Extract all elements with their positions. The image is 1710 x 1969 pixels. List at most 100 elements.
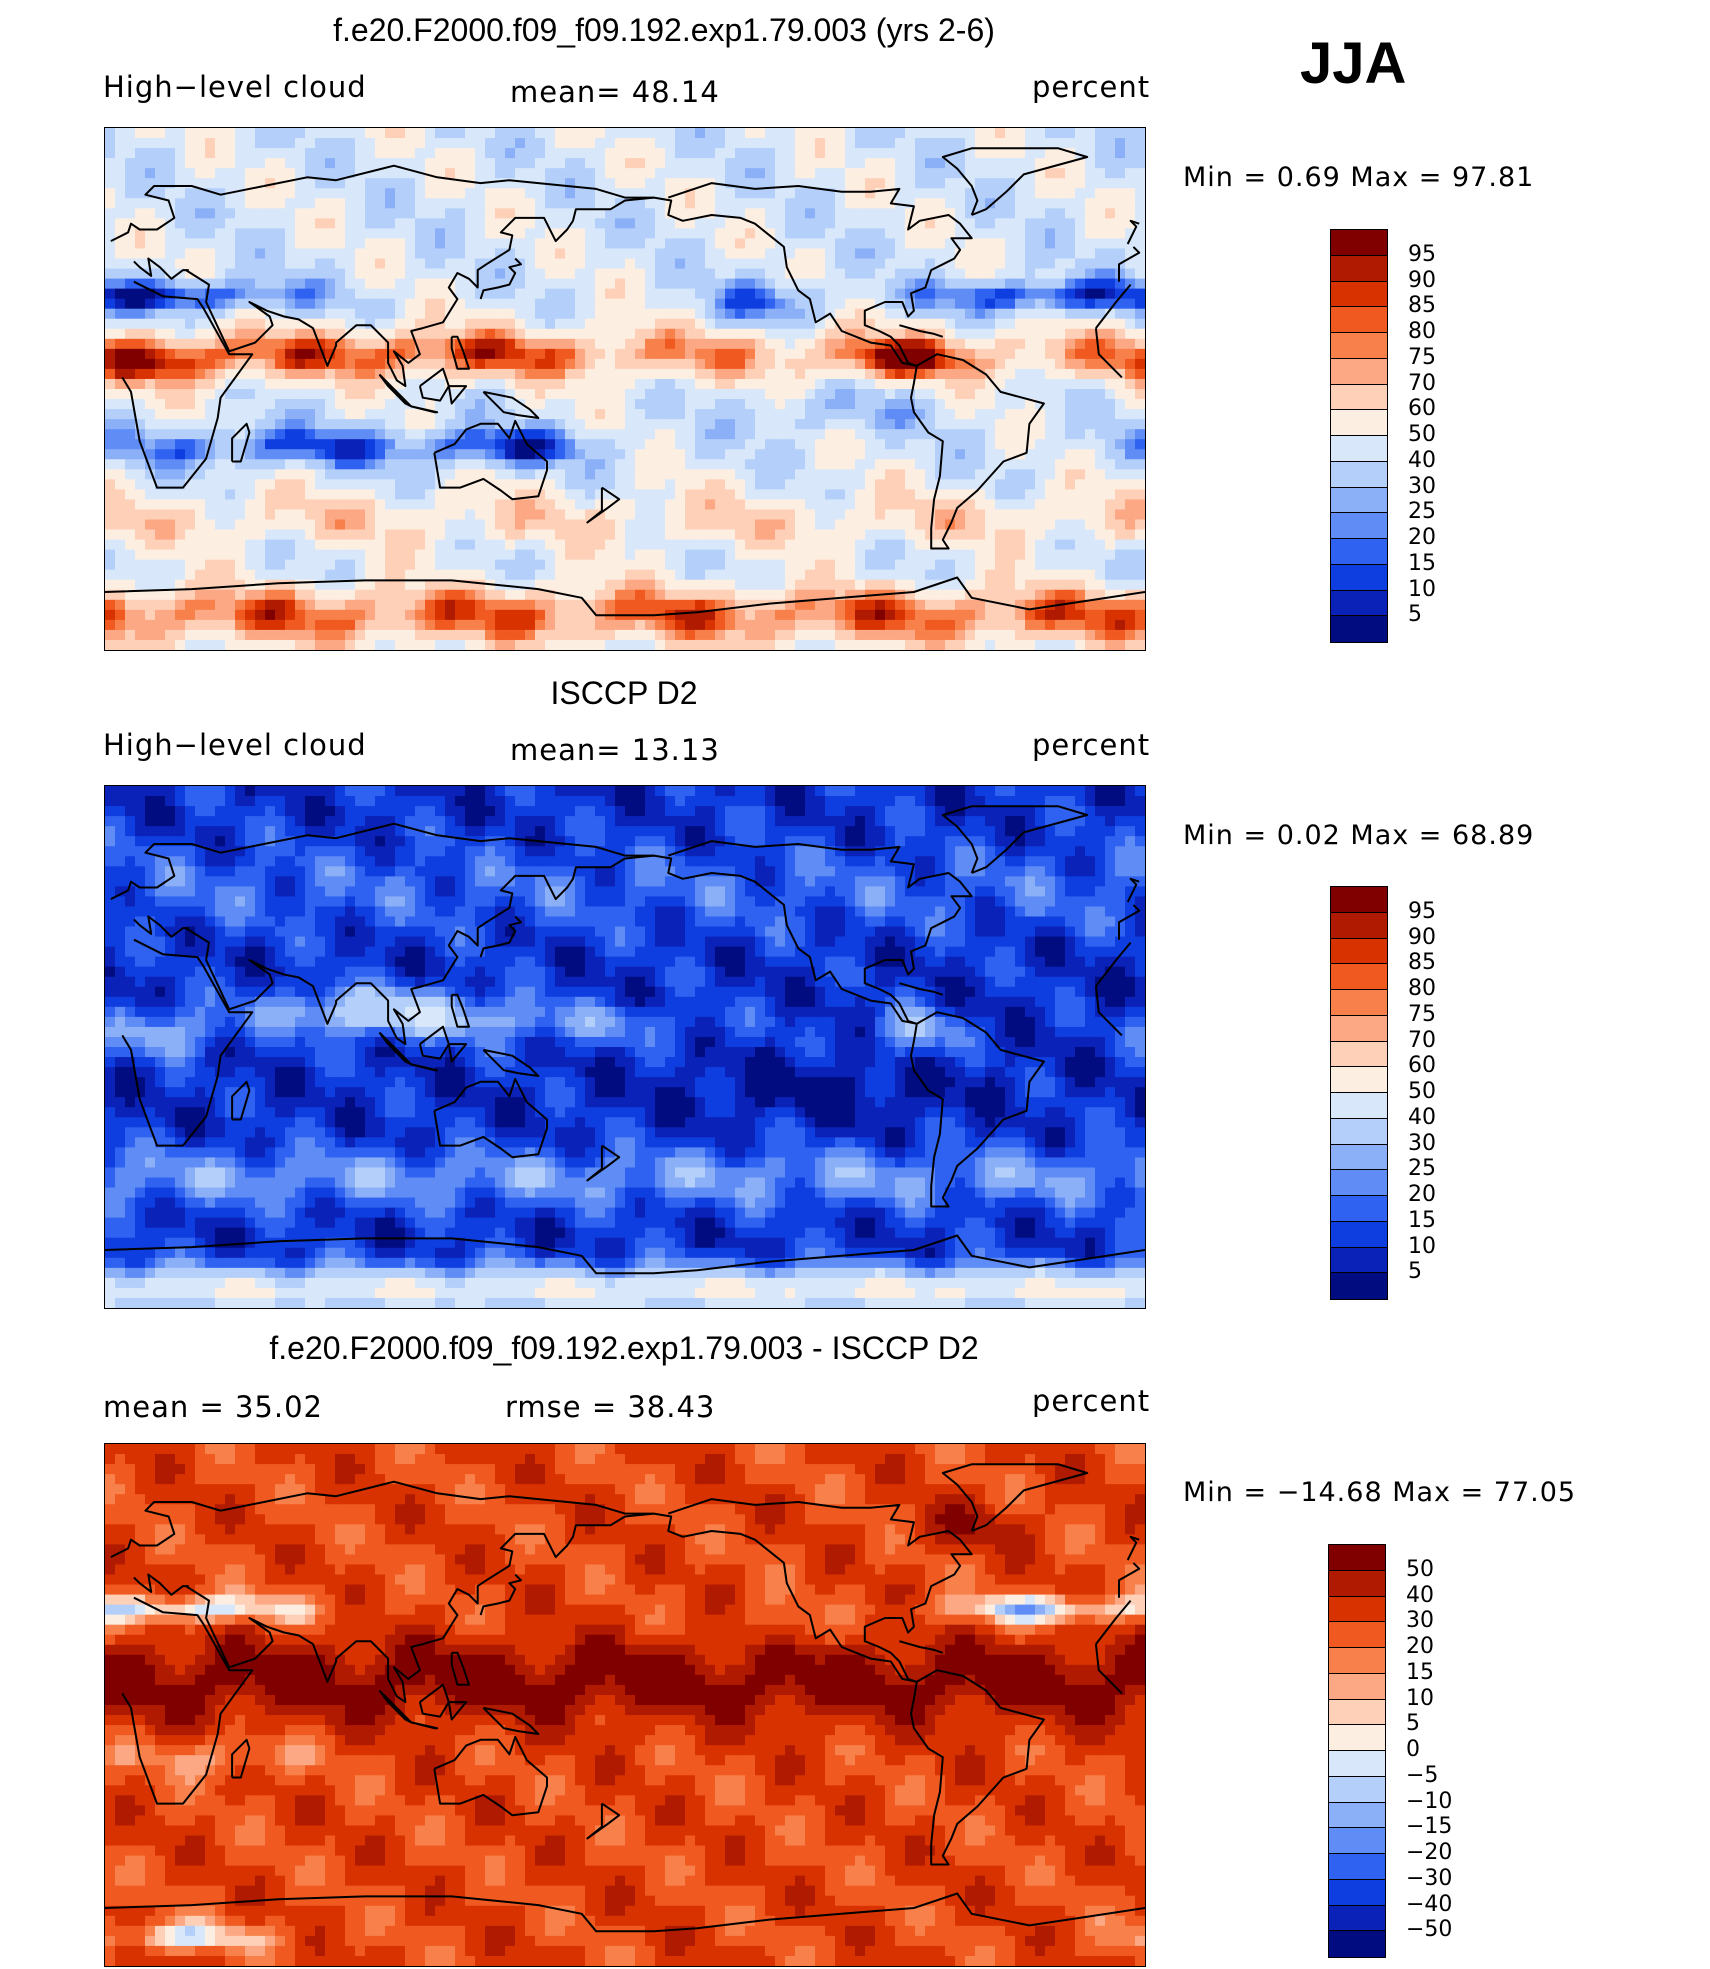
colorbar-label: 75 xyxy=(1408,1001,1436,1027)
panel-3-title: f.e20.F2000.f09_f09.192.exp1.79.003 - IS… xyxy=(269,1330,979,1366)
colorbar-label: 0 xyxy=(1406,1737,1420,1762)
contour-field xyxy=(105,1444,1145,1966)
panel-1-mean-label: mean= 48.14 xyxy=(510,75,720,109)
colorbar-swatch xyxy=(1330,332,1388,360)
coastline xyxy=(653,840,973,1025)
colorbar-label: 40 xyxy=(1408,1104,1436,1130)
colorbar-swatch xyxy=(1330,254,1388,282)
panel-1-map xyxy=(104,127,1146,651)
contour-field xyxy=(105,786,1145,1308)
coastline xyxy=(410,1721,439,1730)
colorbar-label: 5 xyxy=(1408,602,1422,628)
coastline xyxy=(378,373,413,408)
panel-1-title: f.e20.F2000.f09_f09.192.exp1.79.003 (yrs… xyxy=(333,12,995,48)
coastline xyxy=(418,367,450,402)
colorbar-swatch xyxy=(1330,280,1388,308)
colorbar-label: 20 xyxy=(1408,525,1436,550)
colorbar-label: 50 xyxy=(1408,1079,1436,1104)
colorbar-label: 15 xyxy=(1408,1207,1436,1233)
panel-3-mean-label: mean = 35.02 xyxy=(103,1390,323,1424)
colorbar-swatch xyxy=(1330,563,1388,591)
coastline xyxy=(450,993,470,1028)
colorbar-label: 20 xyxy=(1408,1182,1436,1207)
panel-3-rmse-label: rmse = 38.43 xyxy=(505,1390,716,1424)
colorbar-swatch xyxy=(1330,409,1388,437)
coastline xyxy=(482,390,540,419)
coastline xyxy=(1126,877,1140,903)
coastlines xyxy=(105,1463,1145,1933)
coastline xyxy=(482,1706,540,1735)
coastline xyxy=(263,822,654,857)
coastline xyxy=(450,1651,470,1686)
coastline xyxy=(482,1048,540,1077)
colorbar-swatch xyxy=(1328,1930,1386,1958)
coastline xyxy=(121,938,1132,1147)
panel-2-minmax: Min = 0.02 Max = 68.89 xyxy=(1183,820,1535,851)
colorbar-label: 85 xyxy=(1408,950,1436,976)
colorbar-label: −5 xyxy=(1406,1762,1439,1788)
coastline xyxy=(479,257,522,300)
colorbar-label: 5 xyxy=(1408,1259,1422,1285)
coastline xyxy=(133,915,189,938)
coastline xyxy=(910,353,1045,550)
colorbar-swatch xyxy=(1330,1066,1388,1094)
colorbar-swatch xyxy=(1330,435,1388,463)
coastline xyxy=(479,1573,522,1616)
colorbar-swatch xyxy=(1328,1621,1386,1649)
colorbar-label: 40 xyxy=(1406,1582,1434,1608)
coastline xyxy=(418,1025,450,1060)
colorbar-swatch xyxy=(1330,306,1388,334)
colorbar-label: 30 xyxy=(1406,1608,1434,1634)
panel-2-colorbar: 95 90 85 80 75 70 60 50 40 30 25 20 15 10 5 xyxy=(1330,886,1490,1300)
colorbar-swatch xyxy=(1330,886,1388,914)
coastline xyxy=(418,1683,450,1718)
colorbar-swatch xyxy=(1330,937,1388,965)
coastline xyxy=(433,419,548,501)
colorbar-label: 30 xyxy=(1408,473,1436,499)
panel-1-colorbar: 95 90 85 80 75 70 60 50 40 30 25 20 15 10 5 xyxy=(1330,229,1490,643)
coastline xyxy=(910,1669,1045,1866)
panel-2-variable-label: High−level cloud xyxy=(103,728,367,762)
colorbar-swatch xyxy=(1330,357,1388,385)
coastline xyxy=(263,1480,654,1515)
coastline xyxy=(433,1077,548,1159)
colorbar-swatch xyxy=(1330,1195,1388,1223)
colorbar-label: 95 xyxy=(1408,898,1436,924)
panel-2-mean-label: mean= 13.13 xyxy=(510,733,720,767)
colorbar-swatch xyxy=(1330,1246,1388,1274)
colorbar-label: 20 xyxy=(1406,1634,1434,1659)
colorbar-label: 90 xyxy=(1408,924,1436,950)
coastline xyxy=(110,185,1141,282)
panel-2-map xyxy=(104,785,1146,1309)
contour-field xyxy=(105,128,1145,650)
colorbar-label: 50 xyxy=(1408,422,1436,447)
colorbar-label: −30 xyxy=(1406,1865,1453,1891)
colorbar-swatch xyxy=(1328,1544,1386,1572)
coastline xyxy=(941,805,1089,874)
panel-1-minmax: Min = 0.69 Max = 97.81 xyxy=(1183,162,1535,193)
panel-1-variable-label: High−level cloud xyxy=(103,70,367,104)
colorbar-label: −40 xyxy=(1406,1891,1453,1917)
colorbar-swatch xyxy=(1330,1040,1388,1068)
coastline xyxy=(1126,219,1140,245)
colorbar-label: 80 xyxy=(1408,976,1436,1001)
colorbar-swatch xyxy=(1330,963,1388,991)
panel-3-minmax: Min = −14.68 Max = 77.05 xyxy=(1183,1477,1577,1508)
colorbar-label: 30 xyxy=(1408,1130,1436,1156)
coastline xyxy=(910,1011,1045,1208)
coastline xyxy=(185,854,654,1046)
panel-1-units-label: percent xyxy=(1032,70,1151,104)
colorbar-swatch xyxy=(1330,1272,1388,1300)
colorbar-label: −10 xyxy=(1406,1788,1453,1814)
colorbar-label: −15 xyxy=(1406,1814,1453,1840)
colorbar-swatch xyxy=(1330,589,1388,617)
coastline xyxy=(110,843,1141,940)
coastline xyxy=(185,196,654,388)
coastline xyxy=(410,1063,439,1072)
colorbar-swatch xyxy=(1328,1827,1386,1855)
coastline xyxy=(133,257,189,280)
colorbar-swatch xyxy=(1330,1143,1388,1171)
colorbar-swatch xyxy=(1330,989,1388,1017)
colorbar-label: 15 xyxy=(1408,550,1436,576)
coastline xyxy=(231,1080,251,1121)
